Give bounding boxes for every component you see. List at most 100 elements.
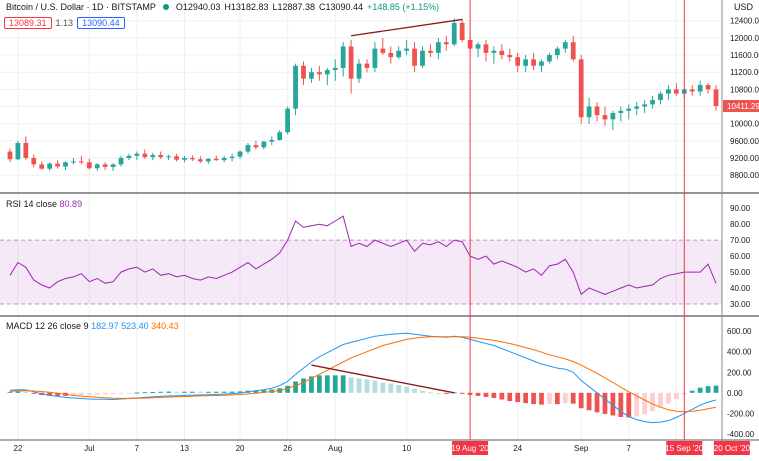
macd-histogram-bar bbox=[666, 392, 671, 404]
candle-body bbox=[372, 48, 378, 68]
macd-histogram-bar bbox=[634, 392, 640, 417]
macd-histogram-bar bbox=[221, 391, 227, 393]
macd-histogram-bar bbox=[110, 392, 116, 395]
macd-signal-value: 523.40 bbox=[121, 321, 149, 331]
candle-body bbox=[261, 141, 267, 148]
macd-name[interactable]: MACD 12 26 close 9 bbox=[6, 321, 89, 331]
signal-series-line bbox=[9, 336, 717, 413]
candle-body bbox=[356, 63, 362, 79]
time-tick-label: 7 bbox=[627, 444, 632, 453]
rsi-tick-label: 40.00 bbox=[730, 284, 751, 293]
price-tick-label: 12000.00 bbox=[730, 34, 759, 43]
price-tick-label: 8800.00 bbox=[730, 171, 759, 180]
candle-body bbox=[523, 59, 529, 66]
spread-value: 1.13 bbox=[55, 18, 74, 28]
time-tick-label: 13 bbox=[180, 444, 189, 453]
sell-button[interactable]: 13089.31 bbox=[4, 17, 52, 29]
macd-histogram-bar bbox=[47, 392, 53, 396]
candle-body bbox=[110, 164, 116, 167]
candle-body bbox=[348, 46, 354, 79]
candle-body bbox=[650, 100, 655, 105]
candle-body bbox=[229, 156, 235, 158]
candle-body bbox=[642, 104, 648, 107]
macd-histogram-bar bbox=[197, 391, 203, 393]
macd-tick-label: 600.00 bbox=[727, 327, 752, 336]
macd-histogram-bar bbox=[562, 392, 568, 404]
macd-histogram-bar bbox=[142, 392, 148, 394]
rsi-band bbox=[0, 239, 722, 305]
macd-histogram-bar bbox=[475, 392, 481, 396]
candle-body bbox=[197, 159, 203, 162]
macd-tick-label: -200.00 bbox=[727, 409, 755, 418]
candle-body bbox=[626, 108, 632, 111]
macd-histogram-bar bbox=[205, 391, 211, 393]
macd-histogram-bar bbox=[673, 392, 679, 399]
symbol-title[interactable]: Bitcoin / U.S. Dollar · 1D · BITSTAMP bbox=[6, 2, 156, 12]
price-tick-label: 11600.00 bbox=[730, 51, 759, 60]
currency-label: USD bbox=[733, 2, 753, 12]
candles bbox=[7, 18, 719, 171]
macd-histogram-bar bbox=[420, 390, 425, 393]
macd-histogram-bar bbox=[435, 392, 441, 394]
candle-body bbox=[15, 142, 21, 160]
rsi-tick-label: 60.00 bbox=[730, 252, 751, 261]
candle-body bbox=[491, 50, 497, 53]
candle-body bbox=[499, 50, 505, 56]
rsi-tick-label: 90.00 bbox=[730, 204, 751, 213]
macd-histogram-bar bbox=[324, 375, 330, 393]
price-tick-label: 9600.00 bbox=[730, 137, 759, 146]
open-value: O12940.03 bbox=[175, 2, 221, 12]
price-tick-label: 11200.00 bbox=[730, 68, 759, 77]
macd-histogram-bar bbox=[459, 392, 465, 394]
current-price-label: 10411.29 bbox=[727, 102, 759, 111]
time-tick-label: 20 bbox=[236, 444, 245, 453]
candle-body bbox=[570, 42, 576, 60]
macd-histogram-bar bbox=[531, 392, 536, 405]
price-tick-label: 10000.00 bbox=[730, 120, 759, 129]
price-tick-label: 12400.00 bbox=[730, 17, 759, 26]
macd-histogram-bar bbox=[412, 388, 417, 393]
time-marker-label: 19 Aug '20 bbox=[451, 444, 489, 453]
candle-body bbox=[483, 44, 489, 53]
rsi-band-area bbox=[0, 240, 722, 305]
candle-body bbox=[253, 145, 259, 148]
candle-body bbox=[102, 164, 108, 167]
macd-histogram-bar bbox=[55, 392, 60, 396]
grid-lines bbox=[0, 0, 722, 440]
macd-histogram-bar bbox=[364, 379, 370, 393]
candle-body bbox=[459, 22, 465, 41]
candle-body bbox=[618, 110, 624, 113]
high-value: H13182.83 bbox=[224, 2, 269, 12]
time-tick-label: 24 bbox=[513, 444, 522, 453]
candle-body bbox=[71, 161, 76, 163]
macd-histogram-bar bbox=[118, 392, 124, 394]
current-price-tag bbox=[723, 100, 759, 113]
time-tick-label: 22 bbox=[13, 444, 22, 453]
macd-histogram-bar bbox=[618, 392, 624, 417]
candle-body bbox=[213, 158, 219, 161]
candle-body bbox=[94, 164, 100, 169]
candle-body bbox=[78, 161, 84, 163]
time-tick-label: Jul bbox=[84, 444, 94, 453]
macd-histogram-bar bbox=[71, 392, 76, 396]
time-tick-label: Aug bbox=[328, 444, 342, 453]
macd-histogram-bar bbox=[578, 392, 584, 409]
candle-body bbox=[658, 93, 663, 101]
rsi-tick-label: 30.00 bbox=[730, 300, 751, 309]
close-value: C13090.44 bbox=[319, 2, 364, 12]
macd-histogram-bar bbox=[102, 392, 108, 395]
change-value: +148.85 (+1.15%) bbox=[367, 2, 440, 12]
candle-body bbox=[134, 153, 140, 156]
macd-histogram-bar bbox=[388, 383, 394, 393]
rsi-name[interactable]: RSI 14 close bbox=[6, 199, 58, 209]
macd-histogram-bar bbox=[428, 392, 433, 394]
buy-button[interactable]: 13090.44 bbox=[77, 17, 125, 29]
candle-body bbox=[47, 163, 53, 169]
candle-body bbox=[7, 151, 13, 160]
rsi-tick-label: 80.00 bbox=[730, 220, 751, 229]
macd-histogram-bar bbox=[705, 386, 711, 393]
rsi-tick-label: 50.00 bbox=[730, 268, 751, 277]
candle-body bbox=[531, 59, 536, 66]
